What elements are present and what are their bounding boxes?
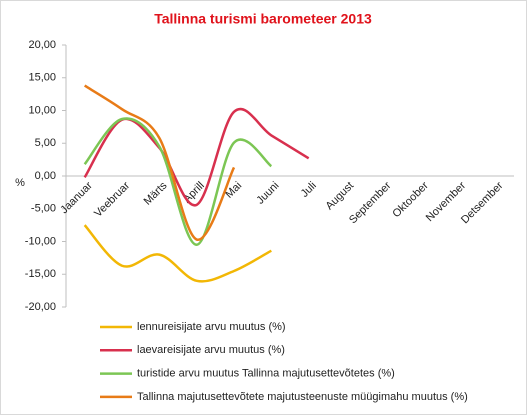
y-tick-label: 20,00 bbox=[28, 39, 56, 51]
line-series bbox=[83, 224, 272, 283]
y-axis-label: % bbox=[15, 177, 25, 189]
y-tick-label: 0,00 bbox=[35, 170, 56, 182]
y-tick-label: -20,00 bbox=[25, 301, 56, 313]
line-series bbox=[83, 84, 236, 241]
chart-title: Tallinna turismi barometeer 2013 bbox=[154, 11, 372, 27]
legend-label: Tallinna majutusettevõtete majutusteenus… bbox=[137, 391, 468, 403]
line-series bbox=[83, 117, 273, 247]
legend-label: lennureisijate arvu muutus (%) bbox=[137, 321, 286, 333]
legend-label: laevareisijate arvu muutus (%) bbox=[137, 344, 285, 356]
y-tick-label: 5,00 bbox=[35, 137, 56, 149]
y-tick-label: 15,00 bbox=[28, 72, 56, 84]
y-tick-label: 10,00 bbox=[28, 104, 56, 116]
y-tick-label: -15,00 bbox=[25, 268, 56, 280]
y-tick-label: -5,00 bbox=[31, 203, 56, 215]
y-tick-label: -10,00 bbox=[25, 235, 56, 247]
legend-label: turistide arvu muutus Tallinna majutuset… bbox=[137, 368, 395, 380]
